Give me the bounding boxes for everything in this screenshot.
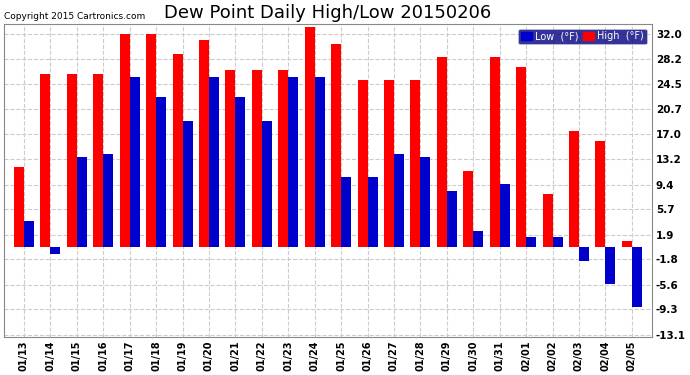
- Bar: [77, 157, 87, 248]
- Bar: [104, 154, 113, 248]
- Bar: [315, 77, 325, 248]
- Bar: [526, 237, 536, 248]
- Bar: [331, 44, 341, 248]
- Bar: [447, 190, 457, 248]
- Bar: [542, 194, 553, 248]
- Bar: [226, 70, 235, 248]
- Bar: [156, 97, 166, 248]
- Bar: [632, 248, 642, 308]
- Bar: [67, 74, 77, 248]
- Bar: [130, 77, 140, 248]
- Bar: [605, 248, 615, 284]
- Bar: [41, 74, 50, 248]
- Bar: [252, 70, 262, 248]
- Bar: [473, 231, 483, 248]
- Bar: [172, 54, 183, 248]
- Bar: [235, 97, 246, 248]
- Title: Dew Point Daily High/Low 20150206: Dew Point Daily High/Low 20150206: [164, 4, 491, 22]
- Bar: [490, 57, 500, 248]
- Bar: [553, 237, 562, 248]
- Bar: [183, 120, 193, 248]
- Bar: [14, 167, 24, 248]
- Bar: [595, 141, 605, 248]
- Bar: [146, 34, 156, 248]
- Bar: [500, 184, 510, 248]
- Text: Copyright 2015 Cartronics.com: Copyright 2015 Cartronics.com: [4, 12, 146, 21]
- Bar: [93, 74, 104, 248]
- Bar: [368, 177, 377, 248]
- Bar: [305, 27, 315, 248]
- Bar: [569, 130, 579, 248]
- Bar: [50, 248, 61, 254]
- Bar: [437, 57, 447, 248]
- Bar: [209, 77, 219, 248]
- Bar: [357, 81, 368, 248]
- Bar: [463, 171, 473, 248]
- Bar: [411, 81, 420, 248]
- Bar: [579, 248, 589, 261]
- Bar: [622, 241, 632, 248]
- Bar: [516, 67, 526, 248]
- Bar: [119, 34, 130, 248]
- Bar: [288, 77, 298, 248]
- Bar: [420, 157, 431, 248]
- Bar: [24, 220, 34, 248]
- Bar: [394, 154, 404, 248]
- Bar: [262, 120, 272, 248]
- Legend: Low  (°F), High  (°F): Low (°F), High (°F): [518, 28, 647, 44]
- Bar: [384, 81, 394, 248]
- Bar: [278, 70, 288, 248]
- Bar: [199, 40, 209, 248]
- Bar: [341, 177, 351, 248]
